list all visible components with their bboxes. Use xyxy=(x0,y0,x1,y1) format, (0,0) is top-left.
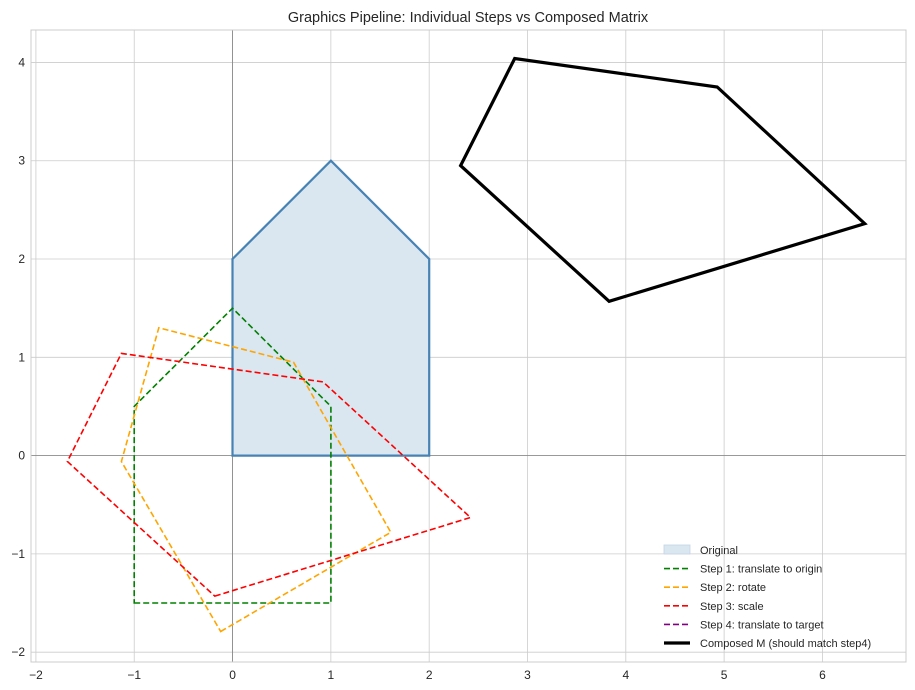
x-tick-label: 4 xyxy=(622,668,629,682)
series-step-3-scale xyxy=(66,352,473,597)
y-tick-label: 1 xyxy=(18,350,25,364)
chart-title: Graphics Pipeline: Individual Steps vs C… xyxy=(288,10,649,26)
series-composed-m-should-match-step4 xyxy=(458,56,868,304)
legend-item-step-1-translate-to-origin: Step 1: translate to origin xyxy=(664,564,822,576)
legend-label: Step 2: rotate xyxy=(700,582,766,594)
y-tick-label: 2 xyxy=(18,252,25,266)
x-axis-ticks: −2 −1 0 1 2 3 4 5 6 xyxy=(29,668,826,682)
legend-item-original: Original xyxy=(663,544,738,557)
legend-label: Step 4: translate to target xyxy=(700,619,824,631)
legend-label: Original xyxy=(700,545,738,557)
series-step-2-rotate xyxy=(120,326,392,633)
legend: Original Step 1: translate to origin Step … xyxy=(663,544,871,650)
y-tick-label: 4 xyxy=(18,55,25,69)
y-axis-ticks: −2 −1 0 1 2 3 4 xyxy=(11,55,25,659)
legend-item-step-2-rotate: Step 2: rotate xyxy=(664,582,766,594)
x-tick-label: 3 xyxy=(524,668,531,682)
legend-swatch xyxy=(663,544,691,555)
y-tick-label: −2 xyxy=(11,645,25,659)
legend-item-composed-m-should-match-step4: Composed M (should match step4) xyxy=(664,638,871,650)
legend-item-step-3-scale: Step 3: scale xyxy=(664,601,764,613)
series-step-1-translate-to-origin xyxy=(133,307,332,604)
legend-label: Step 3: scale xyxy=(700,601,764,613)
series-step-4-translate-to-target xyxy=(459,57,867,303)
legend-label: Step 1: translate to origin xyxy=(700,564,822,576)
legend-item-step-4-translate-to-target: Step 4: translate to target xyxy=(664,619,824,631)
x-tick-label: 6 xyxy=(819,668,826,682)
x-tick-label: 1 xyxy=(328,668,335,682)
x-tick-label: 5 xyxy=(721,668,728,682)
x-tick-label: −2 xyxy=(29,668,43,682)
series-original xyxy=(231,159,431,457)
y-tick-label: 3 xyxy=(18,154,25,168)
y-tick-label: −1 xyxy=(11,547,25,561)
x-tick-label: −1 xyxy=(127,668,141,682)
series-layer xyxy=(66,56,868,633)
plot-frame xyxy=(30,29,907,663)
y-tick-label: 0 xyxy=(18,449,25,463)
legend-label: Composed M (should match step4) xyxy=(700,638,871,650)
x-tick-label: 0 xyxy=(229,668,236,682)
x-tick-label: 2 xyxy=(426,668,433,682)
